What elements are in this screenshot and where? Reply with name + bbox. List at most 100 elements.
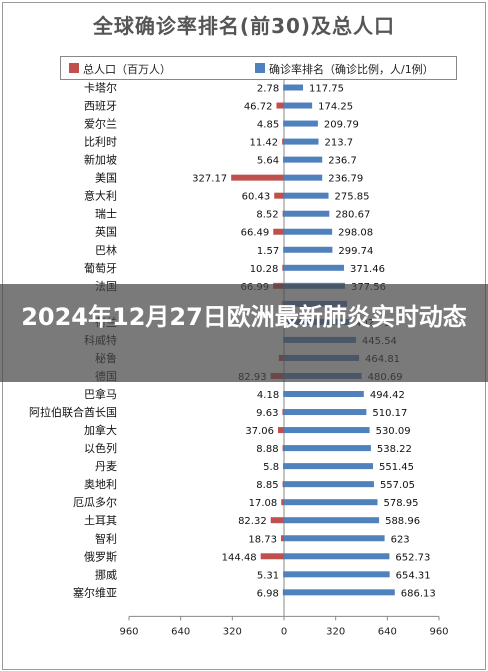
population-label: 60.43 — [242, 192, 271, 203]
ratio-label: 557.05 — [380, 480, 415, 491]
ratio-bar — [284, 517, 380, 524]
ratio-bar — [284, 481, 374, 488]
category-label: 阿拉伯联合酋长国 — [29, 405, 117, 419]
population-label: 8.88 — [256, 444, 278, 455]
category-label: 智利 — [95, 531, 117, 545]
ratio-bar — [284, 391, 364, 398]
population-bar — [282, 138, 284, 145]
category-label: 比利时 — [84, 136, 117, 149]
population-bar — [283, 156, 284, 163]
population-label: 2.78 — [257, 84, 279, 95]
ratio-bar — [284, 571, 390, 578]
category-label: 厄瓜多尔 — [73, 495, 117, 509]
ratio-label: 174.25 — [318, 102, 353, 113]
ratio-label: 530.09 — [376, 426, 411, 437]
population-bar — [282, 481, 284, 488]
population-bar — [274, 192, 284, 199]
population-bar — [276, 102, 284, 109]
legend-label-ratio: 确诊率排名（确诊比例，人/1例） — [269, 63, 434, 76]
ratio-label: 652.73 — [395, 552, 430, 563]
population-label: 82.32 — [238, 516, 267, 527]
ratio-bar — [284, 553, 390, 560]
category-label: 土耳其 — [84, 514, 117, 527]
population-label: 1.57 — [257, 246, 279, 257]
category-label: 塞尔维亚 — [73, 585, 117, 599]
ratio-bar — [284, 499, 378, 506]
category-label: 意大利 — [84, 189, 117, 203]
population-bar — [273, 228, 284, 235]
ratio-label: 236.79 — [328, 174, 363, 185]
ratio-label: 538.22 — [377, 444, 412, 455]
population-bar — [278, 427, 284, 434]
category-label: 加拿大 — [84, 423, 117, 437]
ratio-label: 213.7 — [325, 138, 354, 149]
legend-label-population: 总人口（百万人） — [83, 63, 171, 76]
population-bar — [231, 174, 284, 181]
x-tick-label: 320 — [223, 626, 242, 637]
population-label: 5.8 — [263, 462, 279, 473]
population-bar — [282, 589, 284, 596]
chart-title: 全球确诊率排名(前30)及总人口 — [92, 14, 396, 38]
ratio-bar — [284, 138, 319, 145]
x-tick-label: 320 — [326, 626, 345, 637]
population-bar — [260, 553, 284, 560]
population-bar — [280, 535, 284, 542]
population-label: 5.64 — [257, 156, 279, 167]
ratio-bar — [284, 409, 367, 416]
x-tick-label: 640 — [171, 626, 190, 637]
ratio-label: 588.96 — [385, 516, 420, 527]
ratio-bar — [284, 445, 371, 452]
category-label: 丹麦 — [95, 460, 117, 473]
ratio-label: 623 — [391, 534, 410, 545]
category-label: 瑞士 — [95, 207, 117, 221]
population-label: 9.63 — [256, 408, 278, 419]
ratio-bar — [284, 174, 323, 181]
ratio-label: 510.17 — [372, 408, 407, 419]
category-label: 美国 — [95, 172, 117, 185]
category-label: 奥地利 — [84, 477, 117, 491]
ratio-label: 686.13 — [401, 588, 436, 599]
ratio-label: 494.42 — [370, 390, 405, 401]
x-tick-label: 960 — [429, 626, 448, 637]
category-label: 葡萄牙 — [84, 262, 117, 275]
ratio-label: 280.67 — [335, 210, 370, 221]
population-bar — [282, 264, 284, 271]
x-tick-label: 960 — [119, 626, 138, 637]
population-bar — [282, 445, 284, 452]
population-label: 37.06 — [245, 426, 274, 437]
ratio-bar — [284, 210, 330, 217]
category-label: 挪威 — [95, 567, 117, 581]
ratio-bar — [284, 427, 370, 434]
ratio-bar — [284, 264, 344, 271]
population-label: 8.52 — [256, 210, 278, 221]
x-tick-label: 640 — [378, 626, 397, 637]
population-label: 327.17 — [192, 174, 227, 185]
ratio-bar — [284, 535, 385, 542]
population-bar — [270, 517, 284, 524]
category-label: 新加坡 — [84, 153, 117, 167]
ratio-label: 299.74 — [338, 246, 373, 257]
ratio-bar — [284, 589, 395, 596]
category-label: 巴林 — [95, 243, 117, 257]
population-label: 11.42 — [250, 138, 279, 149]
ratio-label: 117.75 — [309, 84, 344, 95]
population-label: 17.08 — [249, 498, 278, 509]
ratio-label: 209.79 — [324, 120, 359, 131]
ratio-bar — [284, 463, 374, 470]
category-label: 英国 — [95, 225, 117, 239]
ratio-bar — [284, 102, 313, 109]
ratio-label: 298.08 — [338, 228, 373, 239]
population-label: 144.48 — [222, 552, 257, 563]
category-label: 以色列 — [84, 441, 117, 455]
population-bar — [283, 463, 284, 470]
legend-swatch-ratio — [255, 63, 265, 73]
population-label: 18.73 — [248, 534, 277, 545]
ratio-label: 578.95 — [383, 498, 418, 509]
ratio-label: 654.31 — [396, 570, 431, 581]
population-bar — [283, 246, 284, 253]
ratio-bar — [284, 228, 333, 235]
ratio-bar — [284, 120, 318, 127]
population-bar — [282, 409, 284, 416]
legend-swatch-population — [69, 63, 79, 73]
ratio-label: 275.85 — [335, 192, 370, 203]
